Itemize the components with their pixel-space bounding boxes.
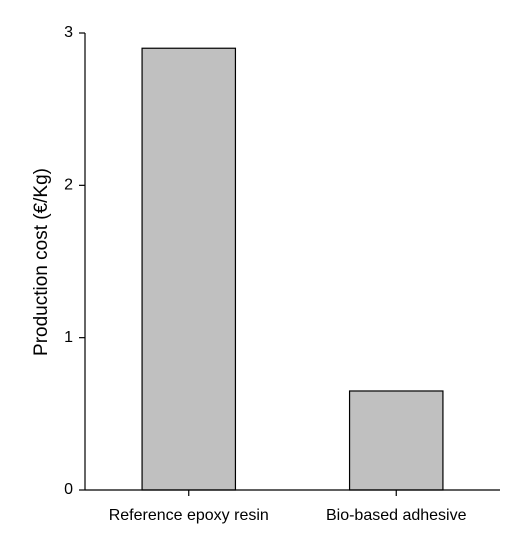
y-tick-label: 3 xyxy=(64,24,73,41)
x-tick-label: Bio-based adhesive xyxy=(326,507,467,524)
y-axis-label: Production cost (€/Kg) xyxy=(31,168,52,356)
y-tick-label: 2 xyxy=(64,177,73,194)
bar xyxy=(141,47,237,491)
y-tick-label: 0 xyxy=(64,481,73,498)
x-tick-label: Reference epoxy resin xyxy=(109,507,269,524)
y-tick-label: 1 xyxy=(64,329,73,346)
bar xyxy=(348,390,444,491)
